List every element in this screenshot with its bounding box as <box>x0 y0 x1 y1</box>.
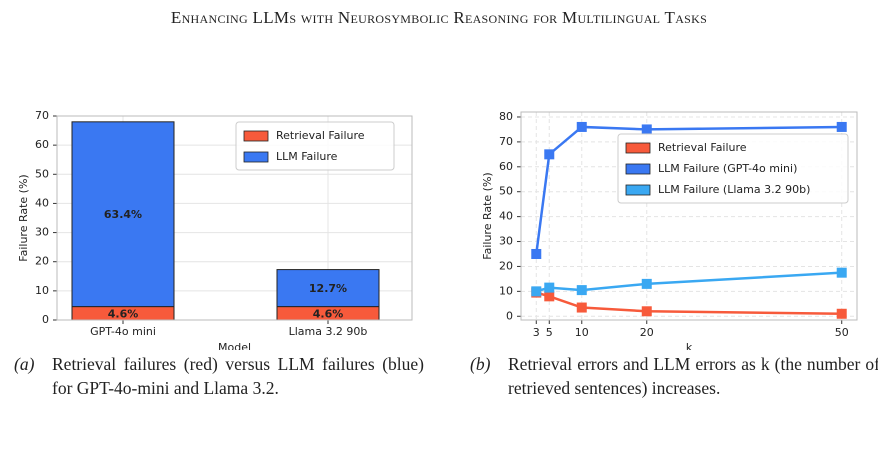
bar-segment <box>71 121 175 308</box>
value-label: 4.6% <box>313 307 344 320</box>
y-tick-label: 40 <box>499 210 513 223</box>
y-tick-label: 70 <box>499 135 513 148</box>
legend-swatch <box>625 184 651 196</box>
y-tick-label: 30 <box>499 235 513 248</box>
point-marker <box>641 306 652 317</box>
legend-label: LLM Failure (GPT-4o mini) <box>658 162 797 175</box>
x-axis-label: Model <box>218 341 251 350</box>
x-axis-label: k <box>686 341 693 350</box>
legend-label: LLM Failure (Llama 3.2 90b) <box>658 183 810 196</box>
y-tick-label: 0 <box>506 309 513 322</box>
plot-border <box>56 115 413 321</box>
caption-label: (a) <box>14 354 35 374</box>
caption-b: (b) Retrieval errors and LLM errors as k … <box>470 352 878 400</box>
point-marker <box>544 149 555 160</box>
point-marker <box>641 124 652 135</box>
y-tick-label: 0 <box>42 313 49 326</box>
legend-box <box>235 121 395 171</box>
y-axis-label: Failure Rate (%) <box>17 174 30 261</box>
x-tick-label: 3 <box>533 326 540 339</box>
y-tick-label: 60 <box>35 138 49 151</box>
x-tick-label: 50 <box>835 326 849 339</box>
x-tick-label: Llama 3.2 90b <box>289 325 368 338</box>
value-label: 12.7% <box>309 282 347 295</box>
y-tick-label: 60 <box>499 160 513 173</box>
plot-border <box>520 111 858 321</box>
x-tick-label: 20 <box>640 326 654 339</box>
point-marker <box>576 285 587 296</box>
y-tick-label: 70 <box>35 109 49 122</box>
y-tick-label: 10 <box>35 284 49 297</box>
point-marker <box>531 248 542 259</box>
legend-label: LLM Failure <box>276 150 338 163</box>
y-tick-label: 40 <box>35 196 49 209</box>
legend-label: Retrieval Failure <box>658 141 747 154</box>
point-marker <box>544 291 555 302</box>
point-marker <box>836 308 847 319</box>
point-marker <box>836 267 847 278</box>
bar-segment <box>276 269 380 308</box>
legend-swatch <box>243 130 269 142</box>
caption-text: Retrieval errors and LLM errors as k (th… <box>508 354 878 398</box>
point-marker <box>576 121 587 132</box>
caption-text: Retrieval failures (red) versus LLM fail… <box>52 354 424 398</box>
value-label: 4.6% <box>108 307 139 320</box>
y-tick-label: 50 <box>499 185 513 198</box>
y-tick-label: 20 <box>499 259 513 272</box>
legend-swatch <box>625 163 651 175</box>
legend-swatch <box>625 142 651 154</box>
caption-a: (a) Retrieval failures (red) versus LLM f… <box>14 352 424 400</box>
x-tick-label: 10 <box>575 326 589 339</box>
legend-label: Retrieval Failure <box>276 129 365 142</box>
caption-label: (b) <box>470 354 491 374</box>
x-tick-label: 5 <box>546 326 553 339</box>
x-tick-label: GPT-4o mini <box>90 325 156 338</box>
y-tick-label: 80 <box>499 110 513 123</box>
value-label: 63.4% <box>104 208 142 221</box>
point-marker <box>544 282 555 293</box>
paper-header: Enhancing LLMs with Neurosymbolic Reason… <box>170 8 708 27</box>
point-marker <box>641 278 652 289</box>
point-marker <box>576 302 587 313</box>
y-tick-label: 30 <box>35 226 49 239</box>
y-tick-label: 10 <box>499 284 513 297</box>
point-marker <box>531 286 542 297</box>
legend-box <box>617 133 849 204</box>
legend-swatch <box>243 151 269 163</box>
y-axis-label: Failure Rate (%) <box>481 172 494 259</box>
y-tick-label: 20 <box>35 255 49 268</box>
y-tick-label: 50 <box>35 167 49 180</box>
point-marker <box>836 121 847 132</box>
